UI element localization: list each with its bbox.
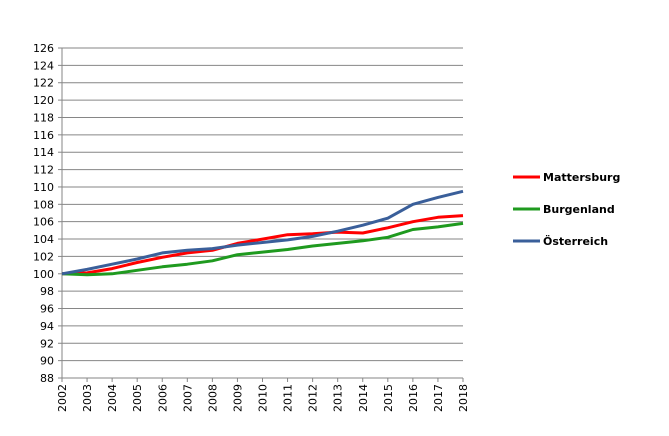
y-tick-label: 114 <box>33 146 54 159</box>
x-tick-label: 2003 <box>81 384 94 412</box>
x-tick-label: 2002 <box>56 384 69 412</box>
y-tick-label: 90 <box>40 355 54 368</box>
y-tick-label: 110 <box>33 181 54 194</box>
y-tick-label: 98 <box>40 285 54 298</box>
legend-label: Österreich <box>543 234 608 248</box>
x-tick-label: 2013 <box>332 384 345 412</box>
y-tick-label: 118 <box>33 111 54 124</box>
y-tick-label: 94 <box>40 320 54 333</box>
y-tick-label: 92 <box>40 337 54 350</box>
y-tick-label: 122 <box>33 77 54 90</box>
y-tick-label: 96 <box>40 303 54 316</box>
x-tick-label: 2016 <box>407 384 420 412</box>
y-tick-label: 120 <box>33 94 54 107</box>
x-tick-label: 2005 <box>131 384 144 412</box>
x-tick-label: 2008 <box>206 384 219 412</box>
y-tick-label: 106 <box>33 216 54 229</box>
y-tick-label: 124 <box>33 59 54 72</box>
y-tick-label: 88 <box>40 372 54 385</box>
x-tick-label: 2018 <box>457 384 470 412</box>
y-tick-label: 112 <box>33 164 54 177</box>
legend-label: Mattersburg <box>543 171 620 184</box>
x-tick-label: 2004 <box>106 384 119 412</box>
y-tick-label: 104 <box>33 233 54 246</box>
y-tick-label: 102 <box>33 250 54 263</box>
x-tick-label: 2014 <box>357 384 370 412</box>
legend-label: Burgenland <box>543 203 615 216</box>
series-line-österreich <box>61 189 464 276</box>
x-tick-label: 2017 <box>432 384 445 412</box>
series-line-burgenland <box>61 221 464 277</box>
x-tick-label: 2007 <box>181 384 194 412</box>
x-tick-label: 2010 <box>257 384 270 412</box>
x-tick-label: 2012 <box>307 384 320 412</box>
series-line-mattersburg <box>61 214 464 276</box>
y-tick-label: 108 <box>33 198 54 211</box>
y-tick-label: 126 <box>33 42 54 55</box>
y-tick-label: 116 <box>33 129 54 142</box>
x-tick-label: 2009 <box>231 384 244 412</box>
x-tick-label: 2015 <box>382 384 395 412</box>
x-tick-label: 2011 <box>282 384 295 412</box>
y-tick-label: 100 <box>33 268 54 281</box>
x-tick-label: 2006 <box>156 384 169 412</box>
